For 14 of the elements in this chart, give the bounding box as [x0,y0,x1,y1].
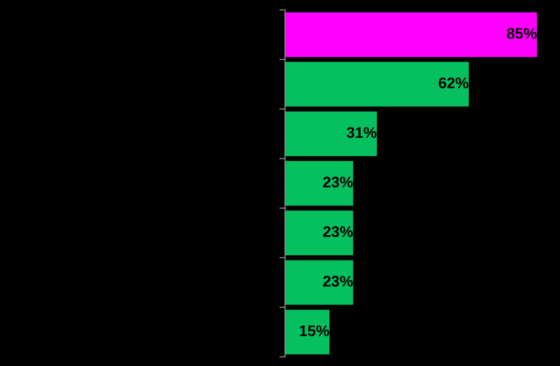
data-label: 23% [323,276,353,287]
data-label: 23% [323,226,353,238]
data-label: 31% [346,127,377,138]
bar [285,12,538,57]
data-label: 62% [438,78,468,88]
bar [285,310,330,354]
data-label: 85% [506,28,537,39]
bar [285,111,377,156]
bar [285,210,354,256]
bar [285,62,469,107]
bar [285,260,354,305]
data-label: 23% [323,176,353,188]
data-label: 15% [300,325,330,336]
bar [285,161,354,206]
